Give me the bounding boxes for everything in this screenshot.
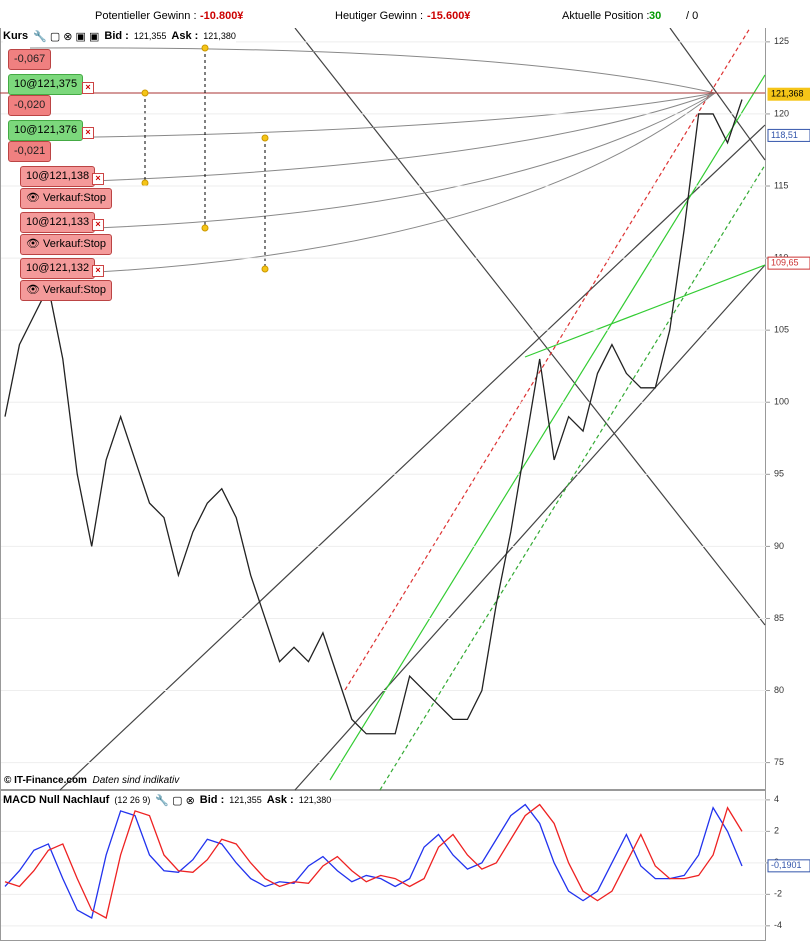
bid-label: Bid : (104, 30, 129, 42)
price-tag (767, 128, 810, 142)
eye-icon: 👁 (26, 238, 44, 250)
toolbar: Kurs 🔧 ▢ ⊗ ▣ ▣ Bid : 121,355 Ask : 121,380 (3, 28, 236, 44)
copyright: © IT-Finance.com (4, 775, 87, 786)
macd-title: MACD Null Nachlauf (3, 794, 110, 806)
ask-label: Ask : (171, 30, 199, 42)
order-pl[interactable]: -0,020 (8, 95, 52, 116)
close-button[interactable]: × (92, 219, 104, 231)
bid: 121,355 (133, 31, 167, 41)
bid: 121,355 (229, 795, 262, 805)
eye-icon: 👁 (26, 284, 44, 296)
y-tick-label: 100 (774, 397, 789, 407)
note: Daten sind indikativ (92, 775, 180, 786)
stop-order[interactable]: 10@121,132 (20, 258, 96, 279)
y-tick-label: 75 (774, 757, 784, 767)
price-tag (767, 859, 810, 873)
toolbar-icons[interactable]: 🔧 ▢ ⊗ ▣ ▣ (33, 30, 100, 43)
eye-icon: 👁 (26, 192, 44, 204)
stop-type-label: Verkauf:Stop (43, 192, 107, 204)
order[interactable]: 10@121,376 (8, 120, 84, 141)
macd-icons[interactable]: 🔧 ▢ ⊗ (155, 794, 195, 807)
y-tick-label: 2 (774, 826, 779, 836)
today-label: Heutiger Gewinn : (335, 10, 424, 22)
price-tag-label: -0,1901 (771, 860, 802, 870)
ask: 121,380 (203, 31, 236, 41)
price-tag (767, 87, 810, 101)
macd-params: (12 26 9) (114, 795, 151, 805)
today-value: -15.600¥ (427, 10, 471, 22)
y-tick-label: 90 (774, 541, 784, 551)
price-frame (0, 26, 766, 790)
y-tick-label: 105 (774, 325, 789, 335)
y-tick-label: -2 (774, 889, 782, 899)
stop-type[interactable]: 👁 Verkauf:Stop (20, 234, 113, 255)
stop-order[interactable]: 10@121,138 (20, 166, 96, 187)
price-tag-label: 121,368 (771, 89, 804, 99)
close-button[interactable]: × (82, 127, 94, 139)
price-tag-label: 118,51 (771, 130, 798, 140)
y-tick-label: 115 (774, 180, 788, 190)
stop-type-label: Verkauf:Stop (43, 238, 107, 250)
toolbar-title: Kurs (3, 30, 29, 42)
footer: © IT-Finance.com Daten sind indikativ (4, 775, 179, 786)
ask-label: Ask : (266, 794, 294, 806)
series-line (4, 803, 743, 919)
series-line (4, 803, 743, 919)
bid-label: Bid : (199, 794, 225, 806)
close-button[interactable]: × (92, 265, 104, 277)
stop-type[interactable]: 👁 Verkauf:Stop (20, 188, 113, 209)
price-tag-label: 109,65 (771, 258, 799, 268)
stop-type[interactable]: 👁 Verkauf:Stop (20, 280, 113, 301)
order[interactable]: 10@121,375 (8, 74, 84, 95)
close-button[interactable]: × (92, 173, 104, 185)
handles (141, 44, 269, 273)
potential-label: Potentieller Gewinn : (95, 10, 197, 22)
close-button[interactable]: × (82, 82, 94, 94)
connectors (144, 48, 266, 269)
order-pl[interactable]: -0,067 (8, 49, 52, 70)
macd-toolbar: MACD Null Nachlauf (12 26 9) 🔧 ▢ ⊗ Bid : 12… (3, 792, 332, 808)
trend-lines (59, 27, 766, 791)
y-tick-label: 80 (774, 685, 784, 695)
header: Potentieller Gewinn : -10.800¥ Heutiger … (0, 0, 810, 28)
y-tick-label: 125 (774, 36, 789, 46)
price-tag (767, 256, 810, 270)
y-tick-label: 85 (774, 613, 784, 623)
y-tick-label: 120 (774, 108, 789, 118)
position-value: 30 (649, 10, 662, 22)
y-tick-label: -4 (774, 920, 782, 930)
stop-order[interactable]: 10@121,133 (20, 212, 96, 233)
potential-value: -10.800¥ (200, 10, 244, 22)
stop-type-label: Verkauf:Stop (43, 284, 107, 296)
position-label: Aktuelle Position : (562, 10, 650, 22)
ask: 121,380 (298, 795, 332, 805)
series-line (4, 99, 743, 735)
y-tick-label: 4 (774, 794, 779, 804)
macd-frame (0, 790, 766, 941)
y-tick-label: 95 (774, 469, 784, 479)
order-pl[interactable]: -0,021 (8, 141, 52, 162)
position-rest: / 0 (686, 10, 699, 22)
arcs (0, 47, 765, 276)
